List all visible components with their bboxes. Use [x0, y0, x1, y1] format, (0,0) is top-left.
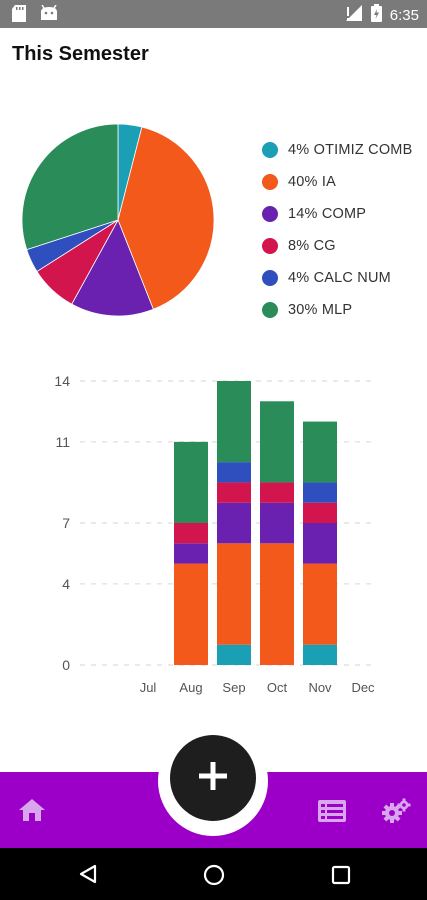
sd-card-icon [12, 5, 26, 27]
y-tick-label: 4 [62, 576, 70, 592]
bar-segment-sep-comp [217, 502, 251, 544]
bar-segment-oct-comp [260, 502, 294, 544]
pie-slice-mlp [21, 123, 119, 251]
page-title: This Semester [12, 43, 149, 65]
bar-segment-sep-mlp [217, 381, 251, 463]
legend-item: 30% MLP [262, 294, 412, 326]
settings-gears-icon[interactable] [381, 798, 411, 829]
pie-slice-ia [117, 126, 215, 310]
y-tick-label: 11 [55, 434, 70, 450]
legend-label: 30% MLP [288, 302, 353, 318]
legend-dot-calc-num [262, 270, 278, 286]
bar-segment-sep-ia [217, 543, 251, 645]
list-icon[interactable] [318, 800, 346, 827]
x-tick-label: Dec [351, 680, 375, 695]
android-icon [40, 4, 58, 27]
x-tick-label: Sep [222, 680, 245, 695]
bar-segment-sep-otimiz-comb [217, 644, 251, 665]
legend-item: 4% OTIMIZ COMB [262, 134, 412, 166]
x-tick-label: Oct [267, 680, 288, 695]
bar-segment-sep-cg [217, 482, 251, 503]
bar-segment-nov-ia [303, 563, 337, 645]
system-navigation-bar [0, 848, 427, 900]
bar-segment-nov-comp [303, 523, 337, 564]
plus-icon [198, 761, 228, 796]
bar-segment-oct-ia [260, 543, 294, 665]
x-tick-label: Nov [308, 680, 332, 695]
battery-icon [370, 4, 382, 27]
legend-item: 8% CG [262, 230, 412, 262]
bar-segment-aug-ia [174, 563, 208, 665]
bar-segment-aug-cg [174, 523, 208, 544]
back-icon[interactable] [78, 864, 98, 889]
legend-dot-otimiz-comb [262, 142, 278, 158]
bar-segment-nov-mlp [303, 421, 337, 483]
legend-dot-ia [262, 174, 278, 190]
signal-icon [345, 4, 363, 27]
status-bar: 6:35 [0, 0, 427, 28]
legend-dot-mlp [262, 302, 278, 318]
bar-segment-nov-calc-num [303, 482, 337, 503]
home-icon[interactable] [18, 798, 46, 827]
bar-segment-nov-cg [303, 502, 337, 523]
legend-item: 4% CALC NUM [262, 262, 412, 294]
x-tick-label: Jul [140, 680, 157, 695]
stacked-bar-chart: 0 4 7 11 14 Jul Aug Sep Oct Nov Dec [54, 373, 375, 695]
bar-segment-nov-otimiz-comb [303, 644, 337, 665]
pie-slice-comp [71, 219, 154, 317]
legend-item: 40% IA [262, 166, 412, 198]
legend-label: 4% CALC NUM [288, 270, 391, 286]
pie-chart [21, 123, 215, 317]
y-tick-label: 7 [62, 515, 70, 531]
legend-label: 8% CG [288, 238, 336, 254]
add-button[interactable] [170, 735, 256, 821]
bar-segment-sep-calc-num [217, 462, 251, 483]
home-circle-icon[interactable] [203, 864, 225, 891]
bar-segment-oct-mlp [260, 401, 294, 483]
bar-segment-oct-cg [260, 482, 294, 503]
recents-icon[interactable] [331, 865, 351, 890]
status-time: 6:35 [389, 7, 419, 24]
legend-label: 40% IA [288, 174, 336, 190]
pie-legend: 4% OTIMIZ COMB 40% IA 14% COMP 8% CG 4% … [262, 134, 412, 326]
y-tick-label: 14 [54, 373, 70, 389]
legend-dot-cg [262, 238, 278, 254]
legend-item: 14% COMP [262, 198, 412, 230]
bar-segment-aug-comp [174, 543, 208, 564]
legend-label: 14% COMP [288, 206, 367, 222]
legend-dot-comp [262, 206, 278, 222]
bar-segment-aug-mlp [174, 441, 208, 523]
legend-label: 4% OTIMIZ COMB [288, 142, 413, 158]
x-tick-label: Aug [179, 680, 202, 695]
y-tick-label: 0 [62, 657, 70, 673]
